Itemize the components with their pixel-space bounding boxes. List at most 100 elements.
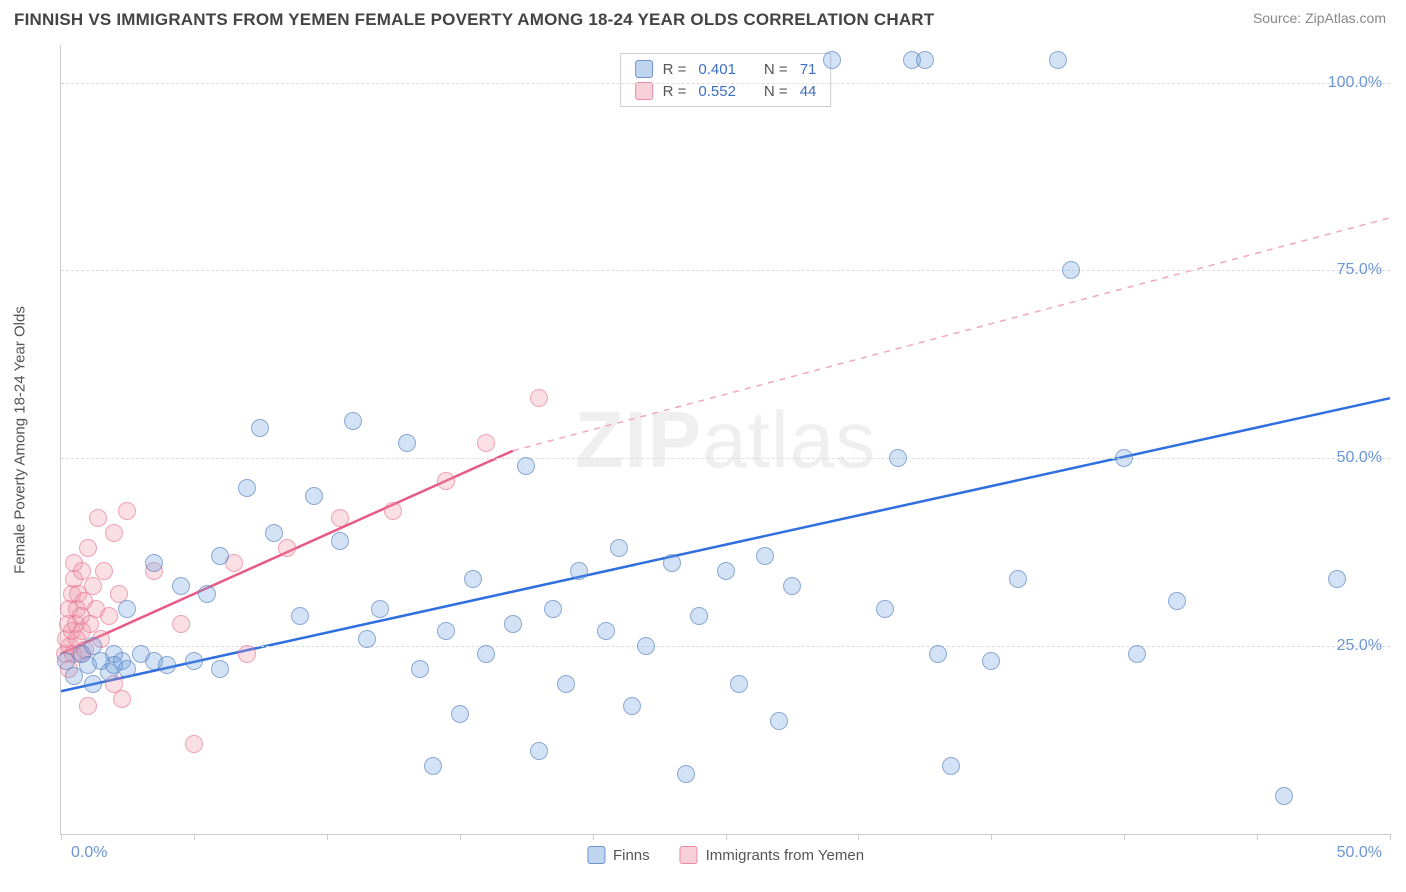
- data-point: [437, 472, 455, 490]
- data-point: [89, 509, 107, 527]
- data-point: [1049, 51, 1067, 69]
- data-point: [730, 675, 748, 693]
- data-point: [690, 607, 708, 625]
- data-point: [557, 675, 575, 693]
- chart-title: FINNISH VS IMMIGRANTS FROM YEMEN FEMALE …: [14, 10, 934, 30]
- data-point: [437, 622, 455, 640]
- data-point: [570, 562, 588, 580]
- data-point: [889, 449, 907, 467]
- data-point: [1168, 592, 1186, 610]
- trendlines-layer: [61, 45, 1390, 834]
- data-point: [517, 457, 535, 475]
- gridline: [61, 646, 1390, 647]
- data-point: [530, 742, 548, 760]
- swatch-blue-icon: [587, 846, 605, 864]
- data-point: [530, 389, 548, 407]
- data-point: [211, 660, 229, 678]
- chart-container: Female Poverty Among 18-24 Year Olds ZIP…: [50, 45, 1390, 835]
- x-tick: [593, 834, 594, 840]
- data-point: [105, 524, 123, 542]
- x-tick: [726, 834, 727, 840]
- legend-label: Immigrants from Yemen: [706, 847, 864, 864]
- data-point: [251, 419, 269, 437]
- data-point: [158, 656, 176, 674]
- data-point: [185, 652, 203, 670]
- x-axis-max-label: 50.0%: [1337, 844, 1382, 862]
- data-point: [305, 487, 323, 505]
- x-tick: [991, 834, 992, 840]
- chart-source: Source: ZipAtlas.com: [1253, 10, 1386, 26]
- data-point: [610, 539, 628, 557]
- data-point: [145, 554, 163, 572]
- plot-area: ZIPatlas R = 0.401 N = 71 R = 0.552 N = …: [60, 45, 1390, 835]
- x-tick: [1390, 834, 1391, 840]
- x-tick: [1124, 834, 1125, 840]
- data-point: [278, 539, 296, 557]
- data-point: [756, 547, 774, 565]
- data-point: [238, 479, 256, 497]
- data-point: [291, 607, 309, 625]
- data-point: [1275, 787, 1293, 805]
- legend-item: Finns: [587, 846, 650, 864]
- y-tick-label: 100.0%: [1328, 74, 1382, 92]
- data-point: [371, 600, 389, 618]
- x-tick: [858, 834, 859, 840]
- data-point: [211, 547, 229, 565]
- data-point: [623, 697, 641, 715]
- data-point: [982, 652, 1000, 670]
- data-point: [172, 615, 190, 633]
- gridline: [61, 458, 1390, 459]
- x-tick: [1257, 834, 1258, 840]
- data-point: [451, 705, 469, 723]
- data-point: [95, 562, 113, 580]
- data-point: [1009, 570, 1027, 588]
- data-point: [331, 509, 349, 527]
- data-point: [1062, 261, 1080, 279]
- data-point: [942, 757, 960, 775]
- data-point: [79, 539, 97, 557]
- data-point: [172, 577, 190, 595]
- data-point: [198, 585, 216, 603]
- data-point: [663, 554, 681, 572]
- legend: Finns Immigrants from Yemen: [587, 846, 864, 864]
- x-tick: [327, 834, 328, 840]
- data-point: [770, 712, 788, 730]
- gridline: [61, 83, 1390, 84]
- legend-label: Finns: [613, 847, 650, 864]
- data-point: [113, 690, 131, 708]
- data-point: [637, 637, 655, 655]
- chart-header: FINNISH VS IMMIGRANTS FROM YEMEN FEMALE …: [0, 0, 1406, 30]
- data-point: [783, 577, 801, 595]
- data-point: [79, 697, 97, 715]
- data-point: [265, 524, 283, 542]
- data-point: [823, 51, 841, 69]
- x-tick: [460, 834, 461, 840]
- data-point: [100, 607, 118, 625]
- swatch-pink-icon: [680, 846, 698, 864]
- data-point: [411, 660, 429, 678]
- data-point: [185, 735, 203, 753]
- data-point: [424, 757, 442, 775]
- y-tick-label: 25.0%: [1337, 637, 1382, 655]
- x-axis-min-label: 0.0%: [71, 844, 107, 862]
- data-point: [464, 570, 482, 588]
- data-point: [916, 51, 934, 69]
- data-point: [118, 502, 136, 520]
- data-point: [118, 660, 136, 678]
- data-point: [358, 630, 376, 648]
- y-axis-label: Female Poverty Among 18-24 Year Olds: [12, 306, 29, 574]
- data-point: [238, 645, 256, 663]
- data-point: [84, 577, 102, 595]
- data-point: [398, 434, 416, 452]
- data-point: [331, 532, 349, 550]
- gridline: [61, 270, 1390, 271]
- data-point: [597, 622, 615, 640]
- data-point: [477, 645, 495, 663]
- data-point: [677, 765, 695, 783]
- x-tick: [61, 834, 62, 840]
- data-point: [504, 615, 522, 633]
- x-tick: [194, 834, 195, 840]
- data-point: [717, 562, 735, 580]
- data-point: [84, 675, 102, 693]
- data-point: [477, 434, 495, 452]
